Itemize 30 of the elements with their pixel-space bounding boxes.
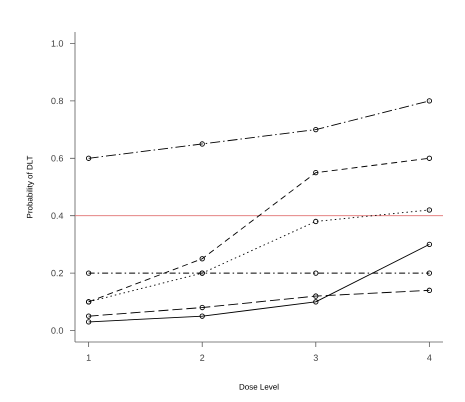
point (426, 156, 432, 161)
point (426, 288, 432, 293)
y-tick-label: 0.0 (51, 327, 64, 334)
y-tick-label: 0.8 (51, 98, 64, 104)
point (86, 156, 92, 161)
x-axis-title: Dose Level (240, 384, 278, 390)
y-tick-label: 0.2 (51, 270, 64, 276)
point (86, 270, 92, 276)
point (200, 256, 205, 262)
y-tick-label: 0.6 (51, 155, 64, 162)
y-tick-label: 1.0 (52, 40, 64, 47)
point (200, 304, 205, 310)
x-tick-label: 1 (86, 354, 91, 361)
point (426, 270, 432, 276)
point (313, 293, 318, 299)
point (200, 314, 205, 319)
point (426, 98, 432, 104)
point (200, 141, 205, 147)
point (313, 126, 318, 132)
x-tick-label: 3 (314, 354, 318, 361)
point (313, 299, 318, 304)
y-axis-title: Probability of DLT (26, 156, 34, 218)
y-tick-label: 0.4 (51, 212, 64, 219)
point (313, 218, 318, 224)
point (426, 207, 432, 213)
point (313, 270, 318, 276)
x-tick-label: 2 (200, 354, 204, 361)
point (86, 314, 92, 319)
x-tick-label: 4 (427, 354, 432, 361)
point (313, 170, 318, 176)
